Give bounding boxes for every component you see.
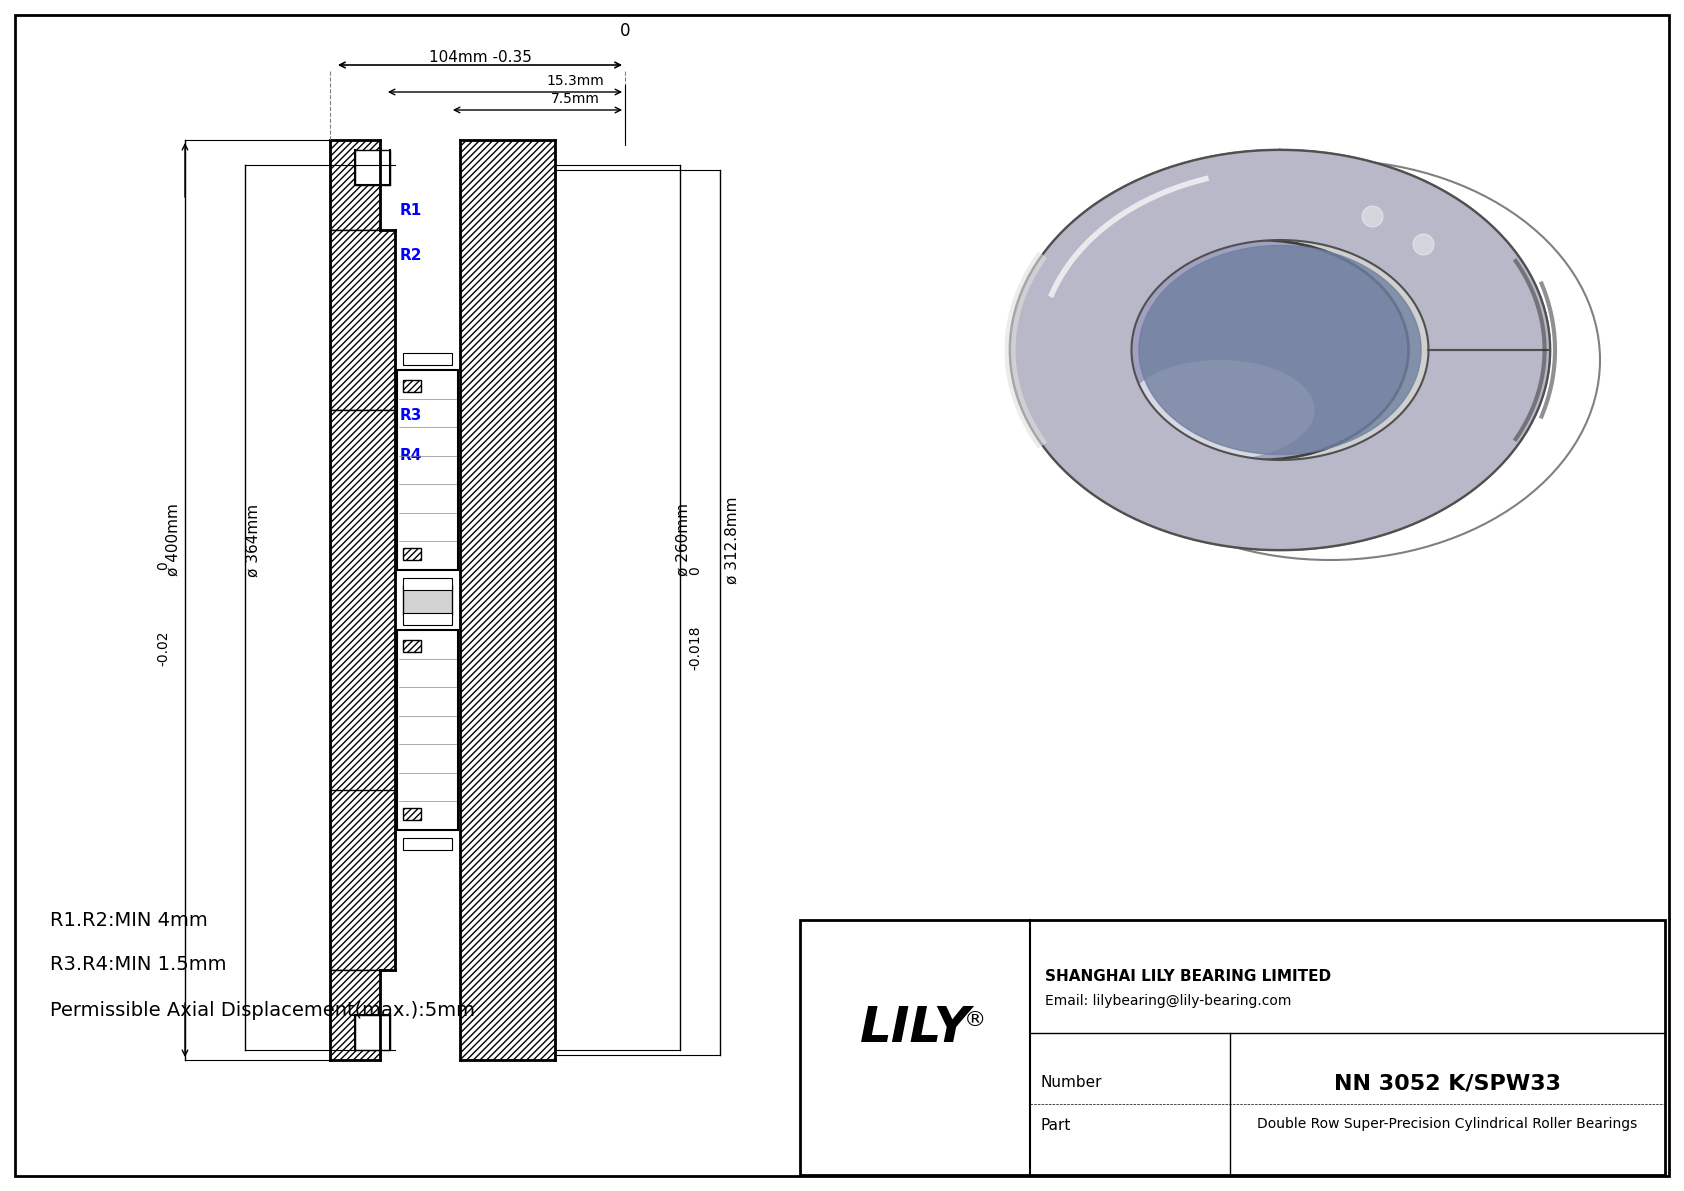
Ellipse shape [1111,241,1408,460]
Text: R2: R2 [401,248,423,263]
Text: R1: R1 [401,202,423,218]
Text: R1.R2:MIN 4mm: R1.R2:MIN 4mm [51,910,207,929]
Text: Permissible Axial Displacement(max.):5mm: Permissible Axial Displacement(max.):5mm [51,1000,475,1019]
Text: 104mm -0.35: 104mm -0.35 [428,50,532,66]
Bar [402,380,421,392]
Text: LILY: LILY [859,1004,970,1052]
Text: R3: R3 [401,409,423,423]
Ellipse shape [1125,360,1315,460]
Bar [800,919,1665,1176]
Bar [330,969,381,1060]
Text: ø 400mm: ø 400mm [165,504,180,576]
Bar [402,640,421,651]
Bar [330,141,381,230]
Bar [330,230,396,410]
Text: 15.3mm: 15.3mm [546,74,605,88]
Bar [402,548,421,560]
Text: 0: 0 [157,561,170,570]
Text: 0: 0 [620,21,630,40]
Text: 0: 0 [689,566,702,575]
Text: ø 260mm: ø 260mm [675,504,690,576]
Text: Email: lilybearing@lily-bearing.com: Email: lilybearing@lily-bearing.com [1046,994,1292,1009]
Bar [402,585,451,615]
PathPatch shape [1010,150,1549,550]
Bar [402,578,451,590]
Text: Double Row Super-Precision Cylindrical Roller Bearings: Double Row Super-Precision Cylindrical R… [1258,1117,1637,1130]
Bar [402,613,451,625]
Text: 7.5mm: 7.5mm [551,92,600,106]
Bar [460,141,556,1060]
Text: ø 364mm: ø 364mm [246,504,261,576]
Bar [330,410,396,969]
Bar [402,838,451,850]
Bar [355,1015,391,1050]
Bar [397,630,458,830]
Polygon shape [1138,245,1421,455]
Bar [330,790,396,969]
Text: -0.018: -0.018 [689,625,702,669]
Bar [397,370,458,570]
Text: Number: Number [1041,1074,1101,1090]
Text: SHANGHAI LILY BEARING LIMITED: SHANGHAI LILY BEARING LIMITED [1046,968,1330,984]
Text: NN 3052 K/SPW33: NN 3052 K/SPW33 [1334,1074,1561,1093]
Text: -0.02: -0.02 [157,630,170,666]
Bar [355,150,391,185]
Text: R3.R4:MIN 1.5mm: R3.R4:MIN 1.5mm [51,955,227,974]
Text: R4: R4 [401,448,423,463]
Text: ø 312.8mm: ø 312.8mm [724,497,739,584]
Text: ®: ® [963,1010,987,1029]
Bar [402,353,451,364]
Ellipse shape [1010,150,1549,550]
Text: Part: Part [1041,1117,1071,1133]
Bar [402,807,421,819]
